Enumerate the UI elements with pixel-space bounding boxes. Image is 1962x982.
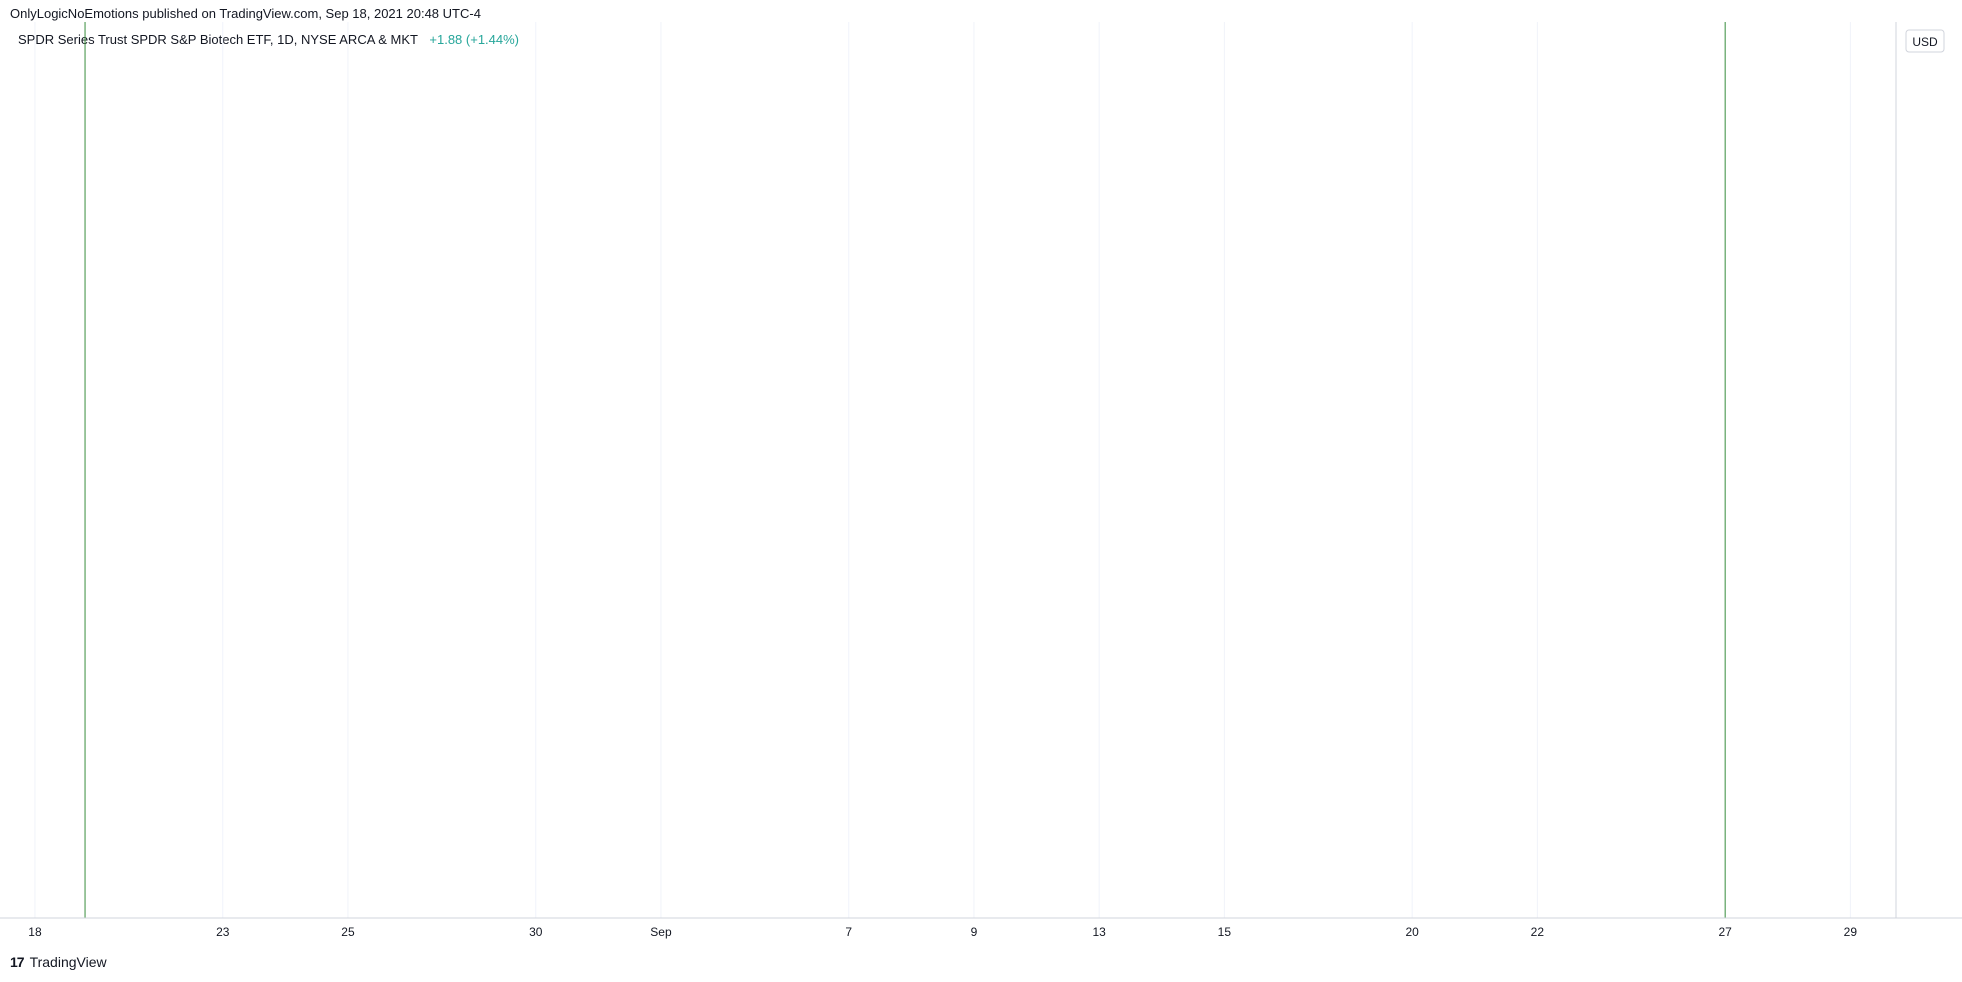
x-tick-label: 9 xyxy=(971,925,978,939)
x-tick-label: 27 xyxy=(1718,925,1732,939)
x-tick-label: 25 xyxy=(341,925,355,939)
symbol-title[interactable]: SPDR Series Trust SPDR S&P Biotech ETF, … xyxy=(18,32,418,47)
x-tick-label: 30 xyxy=(529,925,543,939)
currency-text: USD xyxy=(1912,35,1938,49)
currency-label[interactable]: USD xyxy=(1905,29,1945,53)
currency-box xyxy=(1905,29,1945,53)
x-tick-label: 7 xyxy=(845,925,852,939)
plot-area xyxy=(34,22,1851,918)
x-tick-label: 18 xyxy=(28,925,42,939)
x-tick-label: 29 xyxy=(1844,925,1858,939)
tradingview-footer[interactable]: 17 TradingView xyxy=(10,954,107,970)
x-tick-label: 22 xyxy=(1531,925,1545,939)
x-tick-label: 23 xyxy=(216,925,230,939)
symbol-legend: SPDR Series Trust SPDR S&P Biotech ETF, … xyxy=(18,32,519,47)
x-tick-label: 20 xyxy=(1405,925,1419,939)
price-change: +1.88 (+1.44%) xyxy=(429,32,520,47)
tradingview-brand: TradingView xyxy=(29,954,107,970)
tradingview-logo-icon: 17 xyxy=(10,954,25,970)
x-tick-label: 13 xyxy=(1092,925,1106,939)
publish-info: OnlyLogicNoEmotions published on Trading… xyxy=(10,6,481,21)
x-tick-label: 15 xyxy=(1218,925,1232,939)
x-tick-label: Sep xyxy=(650,925,672,939)
